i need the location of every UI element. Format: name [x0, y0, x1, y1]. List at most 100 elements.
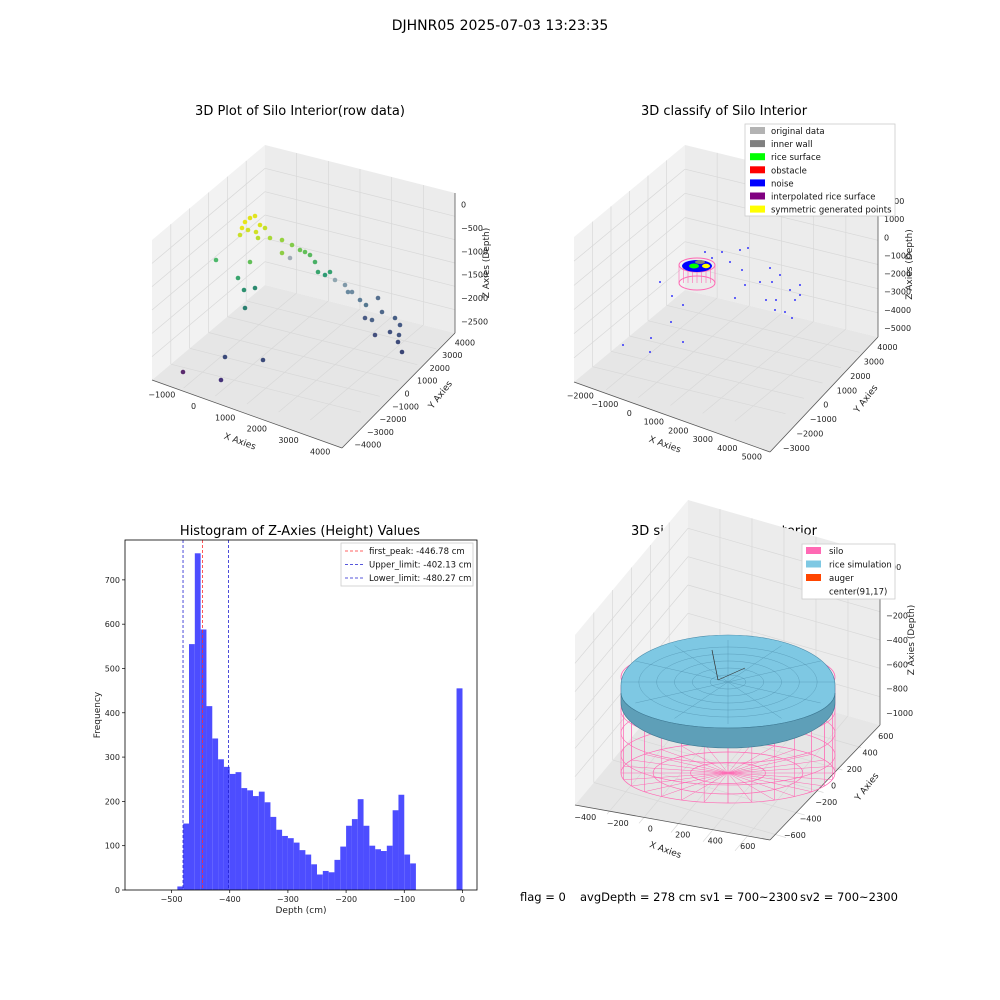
p4-x-tick-label: 400 [708, 836, 723, 845]
p3-hist-bar [189, 644, 195, 890]
p3-hist-bar [398, 794, 405, 890]
p2-noise-point [794, 299, 796, 301]
p3-hist-bar [317, 874, 323, 890]
p1-data-point [242, 219, 248, 225]
p2-y-axis-line [769, 336, 879, 453]
p4-silo-floor-spoke [727, 772, 795, 797]
p1-y-tick-label: 3000 [442, 351, 462, 360]
p1-x-tick-label: 0 [191, 402, 196, 411]
p4-silo-floor-spoke [631, 772, 729, 787]
p3-hist-bar [241, 788, 248, 890]
panel3-title: Histogram of Z-Axies (Height) Values [179, 524, 421, 539]
p2-legend-label: inner wall [771, 140, 812, 150]
p2-z-axis-label: Z Axies (Depth) [905, 229, 915, 300]
p1-data-point [289, 242, 295, 248]
p2-legend-swatch [750, 192, 765, 200]
p4-rice-mesh-spoke [727, 660, 821, 683]
p3-hist-bar [456, 688, 463, 890]
p2-noise-point [711, 257, 713, 259]
p1-data-point [180, 369, 186, 375]
panel1-plot: −1000 0 1000 2000 3000 4000 −4000 −3000 −2000 −10… [148, 145, 492, 456]
p1-x-tick-label: 2000 [247, 425, 267, 434]
p3-x-axis-label: Depth (cm) [275, 906, 326, 916]
p4-silo-floor-spoke [727, 772, 753, 803]
p2-noise-point [682, 304, 684, 306]
p3-hist-bar [194, 553, 201, 890]
p1-data-point [245, 227, 251, 233]
p2-x-axis-label: X Axies [647, 435, 682, 456]
p2-noise-point [791, 317, 793, 319]
p3-y-tick-label: 500 [105, 664, 120, 673]
p1-data-point [255, 235, 261, 241]
p2-noise-point [775, 299, 777, 301]
p1-data-point [222, 354, 228, 360]
p1-y-tick-label: 1000 [417, 377, 437, 386]
p4-legend-swatch [806, 560, 821, 568]
p2-legend-label: noise [771, 179, 794, 189]
p2-x-tick-label: 1000 [644, 418, 664, 427]
p2-legend-swatch [750, 166, 765, 174]
p4-y-tick-label: −400 [800, 814, 822, 823]
p4-silo-floor-spoke [727, 759, 825, 774]
p1-data-point [302, 249, 308, 255]
p3-hist-bar [223, 766, 230, 890]
p3-hist-bar [322, 870, 329, 890]
p1-data-point [235, 275, 241, 281]
p4-silo-floor-spoke [727, 772, 775, 801]
p2-y-tick-label: −1000 [810, 415, 837, 424]
p4-rice-mesh-spoke [674, 681, 729, 719]
p2-noise-point [747, 247, 749, 249]
p3-hist-bar [200, 629, 207, 890]
p2-y-tick-label: 2000 [850, 372, 870, 381]
p4-auger-line [717, 667, 746, 681]
p1-y-tick-label: −3000 [367, 428, 394, 437]
p3-y-tick-label: 700 [105, 576, 120, 585]
panel1-title: 3D Plot of Silo Interior(row data) [195, 104, 405, 119]
p4-silo-floor-spoke [631, 759, 729, 774]
p3-y-tick-label: 600 [105, 620, 120, 629]
p4-silo-floor-spoke [703, 743, 729, 774]
p1-data-point [247, 259, 253, 265]
p2-x-tick-label: 0 [627, 409, 632, 418]
p1-data-point [239, 225, 245, 231]
p1-data-point [387, 329, 393, 335]
p3-y-tick-label: 0 [115, 886, 120, 895]
p1-z-tick-label: −500 [461, 224, 483, 233]
p4-x-tick-label: −200 [607, 819, 629, 828]
p3-hist-bar [218, 759, 224, 890]
p2-x-tick-label: 4000 [717, 444, 737, 453]
p1-data-point [397, 322, 403, 328]
status-avg-depth: avgDepth = 278 cm [580, 890, 697, 904]
p2-y-tick-label: 1000 [837, 386, 857, 395]
p2-noise-point [784, 311, 786, 313]
p2-x-axis-line [573, 381, 771, 453]
p1-data-point [322, 272, 328, 278]
p3-hist-bar [357, 799, 364, 890]
p1-data-point [242, 305, 248, 311]
p3-hist-bar [386, 845, 393, 890]
p2-x-tick-label: 2000 [668, 426, 688, 435]
p4-legend-swatch [806, 587, 821, 595]
p2-noise-point [765, 299, 767, 301]
status-sv2: sv2 = 700~2300 [800, 890, 898, 904]
p4-rice-mesh-spoke [727, 645, 782, 683]
p4-legend-swatch [806, 574, 821, 581]
p1-grid-line [264, 167, 456, 217]
p2-noise-point [759, 281, 761, 283]
p4-rice-mesh-spoke [674, 645, 729, 683]
p2-noise-point [739, 249, 741, 251]
p1-y-tick-label: 4000 [455, 338, 475, 347]
p1-x-tick-label: 1000 [215, 413, 235, 422]
p4-x-tick-label: −400 [574, 813, 596, 822]
p2-legend: original data inner wall rice surface obsta… [744, 123, 896, 217]
p3-hist-bar [351, 819, 358, 890]
p1-data-point [279, 237, 285, 243]
figure-title: DJHNR05 2025-07-03 13:23:35 [391, 18, 609, 34]
p4-z-tick-label: −600 [886, 660, 908, 669]
p3-hist-bar [404, 854, 411, 890]
p2-noise-point [671, 295, 673, 297]
p1-z-axis-label: Z Axies (Depth) [482, 228, 492, 299]
p2-noise-point [721, 251, 723, 253]
p3-hist-bar [346, 825, 352, 890]
p3-legend-label: Lower_limit: -480.27 cm [369, 574, 471, 584]
